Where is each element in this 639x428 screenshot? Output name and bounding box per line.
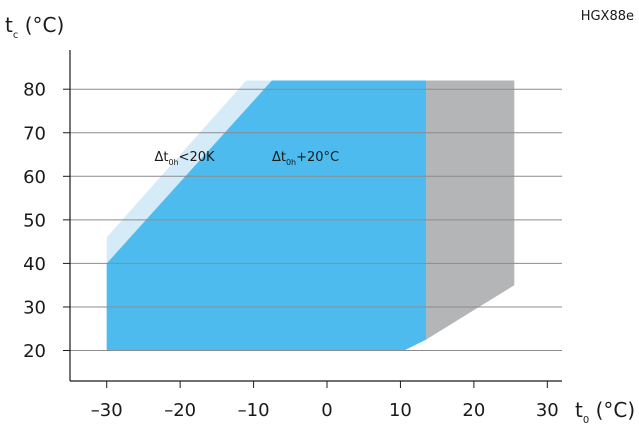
- x-tick-labels: –30 –20 –10 0 10 20 30: [91, 381, 559, 421]
- annotation-superheat-below-20k: Δt0h<20K: [154, 150, 215, 167]
- annotation-superheat-plus-20: Δt0h+20°C: [272, 150, 339, 167]
- x-tick-label: –10: [238, 400, 270, 421]
- chart-annotations: Δt0h<20K Δt0h+20°C: [154, 150, 339, 167]
- y-tick-label: 20: [23, 341, 46, 362]
- x-axis-title-sub: 0: [583, 415, 589, 426]
- chart-regions: [106, 80, 515, 351]
- y-axis-title-sub: c: [13, 30, 19, 41]
- x-tick-label: 30: [536, 400, 559, 421]
- x-axis-title: t0 (°C): [575, 398, 635, 426]
- y-axis-title: tc (°C): [5, 13, 64, 41]
- x-tick-label: 20: [462, 400, 485, 421]
- x-tick-label: –20: [164, 400, 196, 421]
- y-axis-title-unit: (°C): [18, 13, 64, 37]
- y-axis-title-main: t: [5, 13, 13, 37]
- x-tick-label: –30: [91, 400, 123, 421]
- chart-axes: [69, 50, 562, 382]
- y-tick-label: 50: [23, 210, 46, 231]
- y-tick-label: 80: [23, 80, 46, 101]
- chart-title: HGX88e: [581, 9, 634, 24]
- region-superheat-plus-20: [106, 80, 427, 351]
- x-tick-label: 10: [389, 400, 412, 421]
- x-tick-label: 0: [321, 400, 332, 421]
- y-tick-label: 40: [23, 254, 46, 275]
- y-tick-label: 30: [23, 297, 46, 318]
- region-gray-region: [426, 80, 515, 340]
- grid-lines: [70, 88, 562, 351]
- x-axis-title-unit: (°C): [589, 398, 635, 422]
- y-tick-labels: 20 30 40 50 60 70 80: [23, 80, 70, 362]
- y-tick-label: 70: [23, 123, 46, 144]
- y-tick-label: 60: [23, 167, 46, 188]
- x-axis-title-main: t: [575, 398, 583, 422]
